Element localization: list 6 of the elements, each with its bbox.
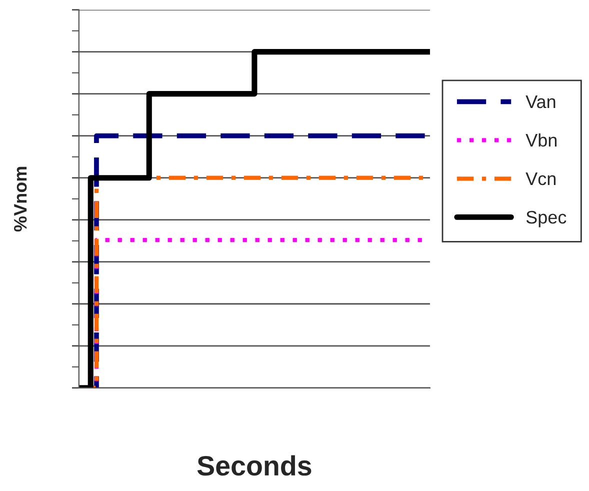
legend-label: Vcn	[526, 172, 556, 186]
legend-label: Vbn	[526, 133, 557, 147]
y-axis-title: %Vnom	[14, 166, 27, 232]
x-axis-title: Seconds	[197, 455, 312, 476]
legend-label: Spec	[526, 210, 566, 228]
legend-label: Van	[526, 96, 556, 108]
